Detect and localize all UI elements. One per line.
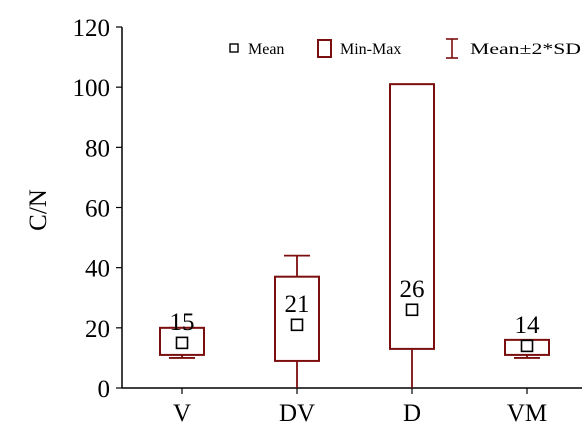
mean-marker bbox=[175, 336, 189, 350]
mean-marker bbox=[290, 318, 304, 332]
y-axis-label: C/N bbox=[25, 189, 52, 231]
box-group-vm: 14 bbox=[504, 312, 550, 359]
mean-marker bbox=[520, 339, 534, 353]
mean-data-label: 15 bbox=[170, 309, 195, 336]
x-tick-label: D bbox=[403, 400, 421, 427]
legend-label-sd: Mean±2*SD bbox=[470, 41, 581, 58]
y-ticks: 0 20 40 60 80 100 120 bbox=[73, 15, 122, 403]
x-tick-label: VM bbox=[507, 400, 547, 427]
mean-data-label: 21 bbox=[285, 291, 310, 318]
box-group-v: 15 bbox=[159, 309, 205, 359]
mean-data-label: 26 bbox=[400, 276, 425, 303]
mean-data-label: 14 bbox=[515, 312, 541, 339]
plot-marks: 15 21 26 14 bbox=[159, 83, 550, 388]
y-tick-label: 0 bbox=[98, 376, 111, 403]
x-ticks: V DV D VM bbox=[173, 388, 547, 427]
legend-minmax-box bbox=[317, 39, 332, 58]
legend-mean-marker bbox=[229, 43, 239, 53]
legend-label-minmax: Min-Max bbox=[340, 41, 401, 58]
legend-label-mean: Mean bbox=[248, 41, 284, 58]
y-tick-label: 40 bbox=[85, 256, 110, 283]
y-tick-label: 100 bbox=[73, 75, 111, 102]
x-tick-label: DV bbox=[279, 400, 315, 427]
mean-marker bbox=[405, 303, 419, 317]
y-tick-label: 120 bbox=[73, 15, 111, 42]
x-tick-label: V bbox=[173, 400, 191, 427]
box-group-d: 26 bbox=[389, 83, 435, 388]
y-tick-label: 20 bbox=[85, 316, 110, 343]
y-tick-label: 80 bbox=[85, 135, 110, 162]
y-tick-label: 60 bbox=[85, 196, 110, 223]
legend: Mean Min-Max Mean±2*SD bbox=[229, 38, 581, 59]
box-group-dv: 21 bbox=[274, 254, 320, 388]
